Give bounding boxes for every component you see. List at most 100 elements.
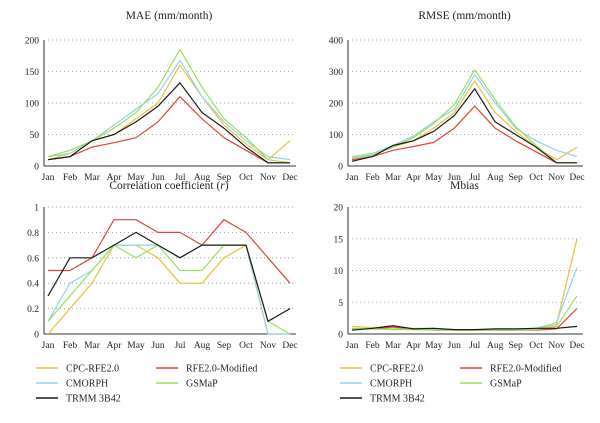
x-tick-label: Mar [84,173,101,183]
series-line-gsmap [47,48,291,164]
panel-3: Correlation coefficient (r) 0 0.2 0.4 0.6 0.8… [27,180,298,405]
panel-title: RMSE (mm/month) [418,10,510,22]
x-tick-label: Mar [385,341,402,351]
x-tick-label: Oct [529,173,543,183]
panel-4: Mbias 0 5 10 15 20 Jan Feb Mar Apr May Jun Jul Aug Sep… [334,180,585,405]
x-tick-label: Feb [365,341,380,351]
legend-item-gsmap: GSMaP [460,379,522,390]
x-tick-label: Jul [174,173,185,183]
y-tick-label: 0.2 [27,305,39,315]
y-tick-label: 150 [25,68,40,78]
x-tick-label: Apr [406,341,422,351]
y-tick-label: 0 [34,331,39,341]
legend-item-cpc-rfe2-0: CPC-RFE2.0 [340,364,423,375]
x-tick-label: Aug [194,341,211,351]
y-tick-label: 10 [334,267,344,277]
y-tick-label: 100 [25,100,40,110]
x-tick-label: Feb [63,173,78,183]
x-tick-label: Oct [239,173,253,183]
series-line-trmm-3b42 [47,231,291,322]
series-line-rfe2-0-modified [48,219,291,284]
y-tick-label: 200 [25,37,40,47]
legend-item-cmorph: CMORPH [36,379,108,390]
x-tick-label: Aug [487,173,504,183]
x-tick-label: Apr [406,173,422,183]
legend-item-gsmap: GSMaP [156,379,218,390]
legend-label: CMORPH [370,379,412,390]
y-tick-label: 0 [338,331,343,341]
panel-title-end: ) [225,180,229,192]
x-tick-label: May [425,173,443,183]
series-line-rfe2-0-modified [351,105,577,164]
y-tick-label: 20 [334,204,344,214]
x-tick-label: Dec [569,341,584,351]
y-tick-label: 1 [34,204,39,214]
y-tick-label: 300 [329,68,344,78]
x-tick-label: Mar [385,173,402,183]
panel-title-variable: r [220,180,225,192]
y-tick-label: 0 [338,163,343,173]
x-tick-label: Aug [194,173,211,183]
x-tick-label: May [127,341,145,351]
x-tick-label: Nov [548,341,565,351]
legend-label: RFE2.0-Modified [186,364,257,375]
x-tick-label: Sep [217,341,232,351]
series-line-trmm-3b42 [351,88,577,164]
y-tick-label: 5 [338,299,343,309]
x-tick-label: Apr [107,341,123,351]
x-tick-label: Jun [448,341,461,351]
panel-1: MAE (mm/month) 0 50 100 150 200 Jan Feb Mar Apr Ma… [25,10,298,183]
legend-label: RFE2.0-Modified [490,364,561,375]
legend-label: GSMaP [186,379,218,390]
legend-label: GSMaP [490,379,522,390]
x-tick-label: Aug [487,341,504,351]
legend-label: TRMM 3B42 [66,394,121,405]
panel-title-text: Correlation coefficient ( [109,180,220,192]
panel-title-text: Mbias [450,180,479,192]
x-tick-label: Dec [282,341,297,351]
series-line-cpc-rfe2-0 [351,238,578,331]
x-tick-label: Nov [260,173,277,183]
legend-item-cpc-rfe2-0: CPC-RFE2.0 [36,364,119,375]
legend-label: CPC-RFE2.0 [370,364,423,375]
x-tick-label: May [127,173,145,183]
x-tick-label: Jan [42,341,55,351]
series-line-rfe2-0-modified [47,96,290,164]
panel-title: Correlation coefficient (r) [109,180,228,192]
y-tick-label: 15 [334,235,344,245]
legend-item-trmm-3b42: TRMM 3B42 [36,394,121,405]
x-tick-label: Mar [84,341,101,351]
panel-title-text: MAE (mm/month) [126,10,213,22]
x-tick-label: Dec [282,173,297,183]
x-tick-label: Apr [107,173,123,183]
y-tick-label: 200 [329,100,344,110]
legend-label: CMORPH [66,379,108,390]
series-line-cmorph [351,267,578,331]
panel-title: MAE (mm/month) [126,10,213,22]
x-tick-label: Feb [365,173,380,183]
x-tick-label: Jan [346,341,359,351]
y-tick-label: 400 [329,37,344,47]
x-tick-label: Sep [509,173,524,183]
series-line-gsmap [351,295,578,331]
x-tick-label: Jun [448,173,461,183]
legend-item-trmm-3b42: TRMM 3B42 [340,394,425,405]
x-tick-label: Jul [174,341,185,351]
y-tick-label: 100 [329,131,344,141]
series-line-gsmap [47,244,291,335]
panel-2: RMSE (mm/month) 0 100 200 300 400 Jan Feb Mar Apr… [329,10,585,183]
series-line-gsmap [351,69,577,164]
y-tick-label: 0.6 [27,254,39,264]
legend-item-cmorph: CMORPH [340,379,412,390]
panel-title-text: RMSE (mm/month) [418,10,510,22]
x-tick-label: Jun [151,341,164,351]
y-tick-label: 50 [30,131,40,141]
x-tick-label: Feb [63,341,78,351]
x-tick-label: Dec [569,173,584,183]
x-tick-label: Nov [548,173,565,183]
legend-label: CPC-RFE2.0 [66,364,119,375]
x-tick-label: Jan [42,173,55,183]
x-tick-label: Oct [239,341,253,351]
x-tick-label: Jun [151,173,164,183]
